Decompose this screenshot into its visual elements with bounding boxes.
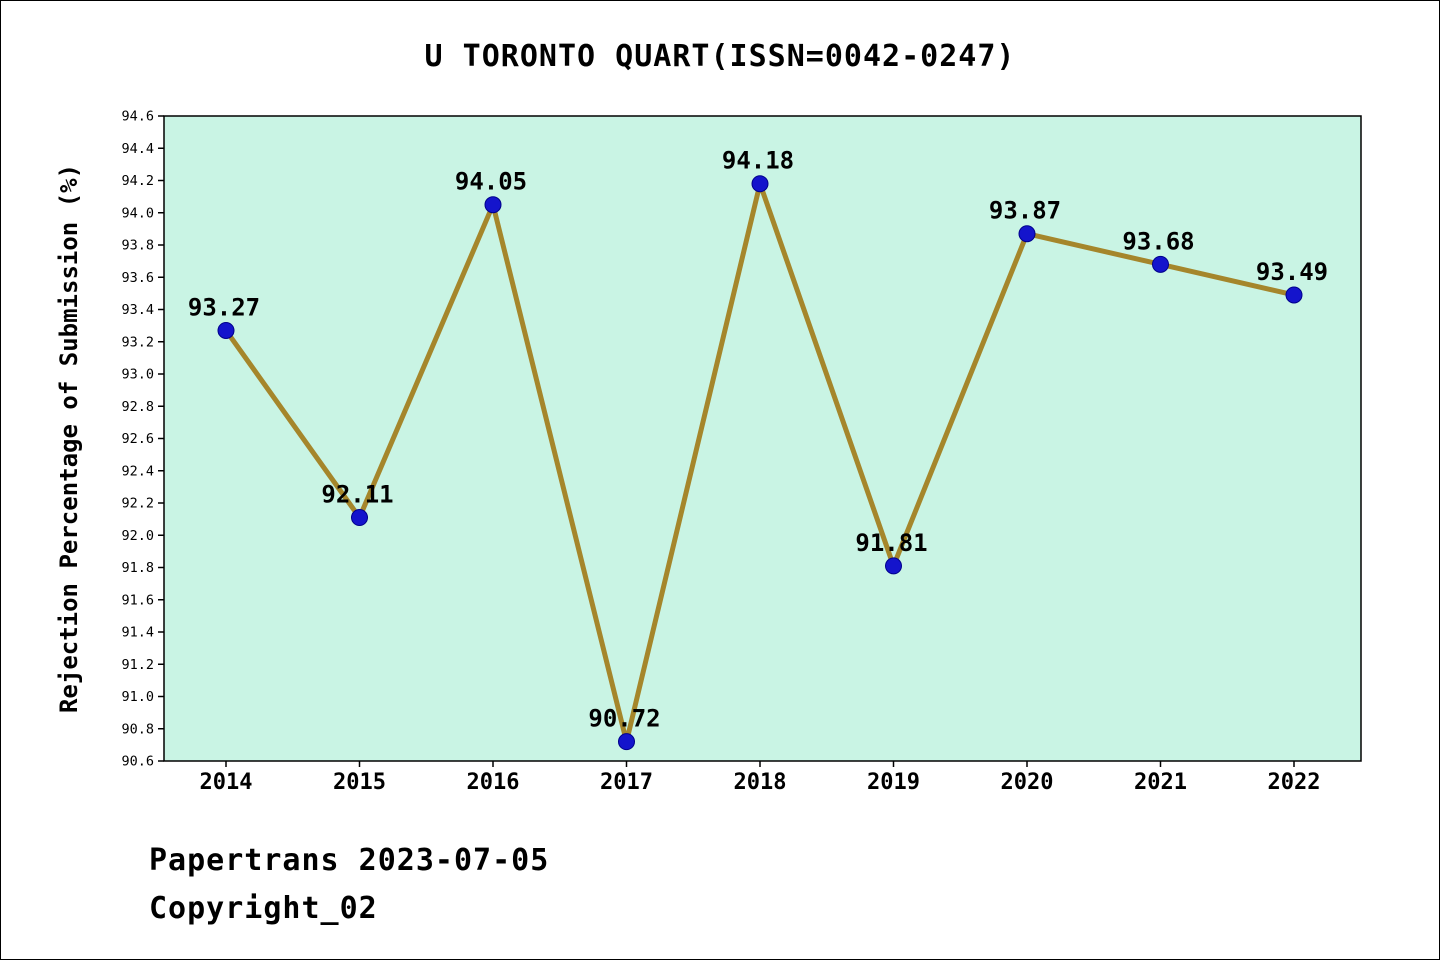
y-tick-label: 92.4 xyxy=(121,463,154,479)
data-point-label: 94.18 xyxy=(722,147,794,175)
data-point xyxy=(1018,225,1036,243)
x-tick-label: 2019 xyxy=(867,770,920,795)
y-tick-label: 94.0 xyxy=(121,205,154,221)
data-point xyxy=(484,196,502,214)
y-tick-label: 92.2 xyxy=(121,496,154,512)
data-point-label: 91.81 xyxy=(855,529,927,557)
data-point xyxy=(618,733,635,751)
y-tick-label: 93.0 xyxy=(121,367,154,383)
y-tick-label: 93.2 xyxy=(121,334,154,350)
data-point xyxy=(1152,255,1169,273)
y-tick-label: 91.2 xyxy=(121,657,154,673)
y-tick-label: 94.2 xyxy=(121,173,154,189)
y-tick-label: 94.6 xyxy=(121,109,154,125)
x-tick-label: 2021 xyxy=(1134,770,1187,795)
x-tick-label: 2014 xyxy=(200,770,253,795)
x-tick-label: 2022 xyxy=(1268,770,1321,795)
x-tick-label: 2015 xyxy=(333,770,386,795)
x-tick-label: 2018 xyxy=(734,770,787,795)
chart-footer: Papertrans 2023-07-05 Copyright_02 xyxy=(149,837,549,933)
data-point-label: 92.11 xyxy=(321,481,393,509)
y-tick-label: 91.6 xyxy=(121,592,154,608)
data-point xyxy=(1285,286,1303,304)
data-point xyxy=(217,321,235,339)
y-tick-label: 93.6 xyxy=(121,270,154,286)
data-point-label: 93.68 xyxy=(1122,227,1194,255)
x-tick-label: 2020 xyxy=(1001,770,1054,795)
chart-title: U TORONTO QUART(ISSN=0042-0247) xyxy=(424,39,1016,74)
y-tick-label: 94.4 xyxy=(121,141,154,157)
data-point xyxy=(351,509,368,527)
data-point xyxy=(885,557,902,575)
plot-area xyxy=(163,115,1362,762)
data-point-label: 93.87 xyxy=(989,197,1061,225)
data-point-label: 90.72 xyxy=(588,705,660,733)
footer-source-date: Papertrans 2023-07-05 xyxy=(149,843,550,878)
y-tick-label: 93.8 xyxy=(121,238,154,254)
y-tick-label: 91.4 xyxy=(121,625,154,641)
data-point xyxy=(751,175,769,193)
y-tick-label: 93.4 xyxy=(121,302,154,318)
y-tick-label: 92.8 xyxy=(121,399,154,415)
y-tick-label: 92.0 xyxy=(121,528,154,544)
y-axis-label: Rejection Percentage of Submission (%) xyxy=(55,164,83,713)
y-tick-label: 91.0 xyxy=(121,689,154,705)
data-point-label: 94.05 xyxy=(455,168,527,196)
x-tick-label: 2017 xyxy=(600,770,653,795)
y-tick-label: 91.8 xyxy=(121,560,154,576)
data-point-label: 93.49 xyxy=(1256,258,1328,286)
y-tick-label: 90.6 xyxy=(121,754,154,770)
footer-copyright: Copyright_02 xyxy=(149,891,378,926)
y-tick-label: 90.8 xyxy=(121,721,154,737)
x-tick-label: 2016 xyxy=(467,770,520,795)
y-tick-label: 92.6 xyxy=(121,431,154,447)
data-point-label: 93.27 xyxy=(188,293,260,321)
